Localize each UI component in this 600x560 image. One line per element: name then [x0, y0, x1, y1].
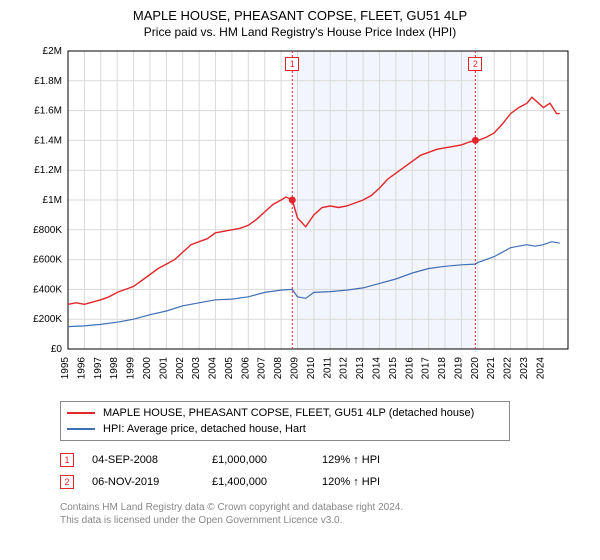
svg-text:2000: 2000	[142, 357, 153, 380]
svg-text:2012: 2012	[339, 357, 350, 380]
sale-marker-box: 1	[285, 57, 299, 71]
svg-text:2020: 2020	[470, 357, 481, 380]
svg-text:2017: 2017	[421, 357, 432, 380]
svg-text:1996: 1996	[76, 357, 87, 380]
svg-text:1999: 1999	[126, 357, 137, 380]
svg-text:2006: 2006	[240, 357, 251, 380]
svg-text:2004: 2004	[208, 357, 219, 380]
svg-text:£1M: £1M	[43, 195, 62, 206]
sale-event-marker: 2	[60, 475, 74, 489]
svg-text:£400K: £400K	[33, 284, 62, 295]
sale-events-table: 1 04-SEP-2008£1,000,000129% ↑ HPI 2 06-NOV-…	[60, 449, 588, 493]
chart-subtitle: Price paid vs. HM Land Registry's House …	[12, 25, 588, 39]
footer-line-1: Contains HM Land Registry data © Crown c…	[60, 501, 588, 514]
svg-text:2014: 2014	[371, 357, 382, 380]
svg-text:£1.6M: £1.6M	[34, 106, 62, 117]
svg-text:2015: 2015	[388, 357, 399, 380]
svg-text:£1.2M: £1.2M	[34, 165, 62, 176]
legend-swatch	[67, 428, 95, 430]
svg-text:2021: 2021	[486, 357, 497, 380]
chart-title: MAPLE HOUSE, PHEASANT COPSE, FLEET, GU51…	[12, 8, 588, 23]
svg-text:£0: £0	[51, 344, 63, 355]
legend-swatch	[67, 412, 95, 414]
svg-text:1997: 1997	[93, 357, 104, 380]
legend-label: MAPLE HOUSE, PHEASANT COPSE, FLEET, GU51…	[103, 407, 474, 419]
legend-row: HPI: Average price, detached house, Hart	[67, 421, 503, 437]
line-chart-svg: £0 £200K £400K £600K £800K £1M £1.2M £1.4M £1.6M…	[20, 45, 580, 395]
sale-event-hpi: 129% ↑ HPI	[322, 454, 442, 466]
svg-text:1998: 1998	[109, 357, 120, 380]
svg-text:2008: 2008	[273, 357, 284, 380]
sale-event-marker: 1	[60, 453, 74, 467]
svg-text:£800K: £800K	[33, 225, 62, 236]
svg-text:2005: 2005	[224, 357, 235, 380]
sale-event-date: 06-NOV-2019	[92, 476, 212, 488]
sale-event-date: 04-SEP-2008	[92, 454, 212, 466]
legend-label: HPI: Average price, detached house, Hart	[103, 423, 306, 435]
sale-event-row: 2 06-NOV-2019£1,400,000120% ↑ HPI	[60, 471, 588, 493]
svg-text:2022: 2022	[503, 357, 514, 380]
sale-event-hpi: 120% ↑ HPI	[322, 476, 442, 488]
svg-text:2019: 2019	[453, 357, 464, 380]
chart-area: £0 £200K £400K £600K £800K £1M £1.2M £1.4M £1.6M…	[20, 45, 580, 395]
svg-text:£1.8M: £1.8M	[34, 76, 62, 87]
sale-event-price: £1,000,000	[212, 454, 322, 466]
svg-text:2023: 2023	[519, 357, 530, 380]
svg-text:2009: 2009	[290, 357, 301, 380]
svg-text:2007: 2007	[257, 357, 268, 380]
svg-text:£2M: £2M	[43, 46, 62, 57]
svg-text:1995: 1995	[60, 357, 71, 380]
legend-row: MAPLE HOUSE, PHEASANT COPSE, FLEET, GU51…	[67, 405, 503, 421]
legend: MAPLE HOUSE, PHEASANT COPSE, FLEET, GU51…	[60, 401, 510, 441]
sale-marker-box: 2	[468, 57, 482, 71]
svg-text:£200K: £200K	[33, 314, 62, 325]
svg-text:2002: 2002	[175, 357, 186, 380]
svg-text:2018: 2018	[437, 357, 448, 380]
svg-text:2016: 2016	[404, 357, 415, 380]
sale-event-price: £1,400,000	[212, 476, 322, 488]
footer-line-2: This data is licensed under the Open Gov…	[60, 514, 588, 527]
svg-text:2013: 2013	[355, 357, 366, 380]
svg-text:£1.4M: £1.4M	[34, 135, 62, 146]
svg-text:£600K: £600K	[33, 255, 62, 266]
footer-attribution: Contains HM Land Registry data © Crown c…	[60, 501, 588, 527]
svg-text:2003: 2003	[191, 357, 202, 380]
svg-text:2010: 2010	[306, 357, 317, 380]
svg-text:2024: 2024	[535, 357, 546, 380]
svg-text:2001: 2001	[158, 357, 169, 380]
sale-event-row: 1 04-SEP-2008£1,000,000129% ↑ HPI	[60, 449, 588, 471]
svg-text:2011: 2011	[322, 357, 333, 379]
